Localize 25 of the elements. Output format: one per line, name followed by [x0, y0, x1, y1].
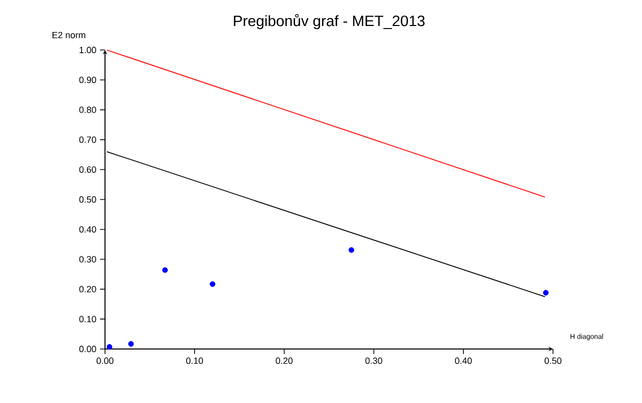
y-tick-label: 0.60 [79, 166, 96, 173]
y-tick-label: 0.10 [79, 316, 96, 322]
point [128, 341, 134, 347]
y-tick-label: 0.40 [79, 226, 96, 233]
y-tick-label: 0.90 [79, 76, 96, 84]
point [543, 290, 549, 296]
x-tick-label: 0.30 [365, 358, 382, 364]
x-tick-label: 0.50 [544, 358, 562, 364]
point [348, 247, 354, 253]
point [210, 281, 216, 287]
y-tick-label: 1.00 [80, 46, 96, 54]
x-tick-label: 0.40 [454, 358, 472, 364]
x-tick-label: 0.00 [96, 358, 114, 364]
point [106, 344, 112, 350]
point [162, 267, 168, 273]
y-tick-label: 0.30 [79, 256, 96, 262]
chart-title: Pregibonův graf - MET_2013 [234, 14, 425, 30]
y-axis-title: E2 norm [52, 32, 86, 38]
x-tick-label: 0.10 [186, 358, 204, 364]
y-tick-label: 0.50 [79, 196, 96, 203]
y-tick-label: 0.70 [79, 136, 96, 143]
y-tick-label: 0.80 [79, 106, 96, 113]
y-tick-label: 0.20 [79, 286, 96, 292]
y-tick-label: 0.00 [79, 346, 96, 352]
x-tick-label: 0.20 [276, 358, 293, 364]
